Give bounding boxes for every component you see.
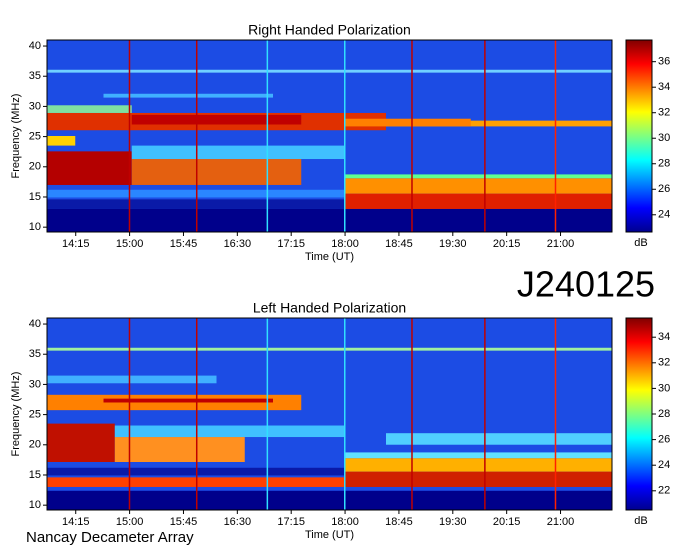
y-tick-label: 25 [29,131,41,143]
panel-title: Left Handed Polarization [253,300,406,316]
x-axis-label: Time (UT) [305,529,354,541]
x-tick-label: 18:45 [385,238,413,250]
colorbar-tick-label: 32 [658,357,670,369]
colorbar-label: dB [634,237,647,249]
y-tick-label: 20 [29,439,41,451]
plot-frame [46,39,613,233]
x-tick-label: 18:00 [331,516,359,528]
x-tick-label: 16:30 [224,238,252,250]
spectrogram-texture [344,471,612,487]
spectrogram-texture [47,189,345,198]
colorbar-tick-label: 26 [658,183,670,195]
colorbar-tick-label: 22 [658,485,670,497]
colorbar-tick-label: 30 [658,382,670,394]
colorbar-tick-label: 34 [658,81,670,93]
y-tick-label: 35 [29,348,41,360]
spectrogram-texture [344,458,612,472]
spectrogram-texture [47,69,612,73]
plot-frame [46,317,613,511]
y-tick-label: 30 [29,100,41,112]
spectrogram-texture [131,159,302,185]
colorbar-tick-label: 32 [658,107,670,119]
x-tick-label: 21:00 [547,516,575,528]
y-tick-label: 35 [29,70,41,82]
colorbar-tick-label: 26 [658,434,670,446]
panel-title: Right Handed Polarization [248,22,411,38]
x-tick-label: 18:45 [385,516,413,528]
y-tick-label: 10 [29,499,41,511]
spectrogram-texture [131,114,302,125]
spectrogram-texture [47,347,612,351]
colorbar-label: dB [634,515,647,527]
y-tick-label: 30 [29,378,41,390]
x-tick-label: 14:15 [62,238,90,250]
spectrogram-texture [386,433,612,445]
spectrogram-texture [47,375,217,384]
y-tick-label: 20 [29,161,41,173]
spectrogram-texture [103,93,273,98]
spectrogram-texture [103,398,273,403]
y-tick-label: 40 [29,40,41,52]
x-tick-label: 14:15 [62,516,90,528]
spectrogram-texture [47,423,115,462]
spectrogram-texture [47,477,345,487]
x-tick-label: 20:15 [493,238,521,250]
colorbar [625,39,653,233]
colorbar-tick-label: 34 [658,331,670,343]
spectrogram-texture [114,425,345,438]
colorbar-tick-label: 24 [658,209,670,221]
spectrogram-texture [47,199,345,209]
colorbar-tick-label: 24 [658,459,670,471]
x-tick-label: 15:00 [116,516,144,528]
y-tick-label: 15 [29,469,41,481]
colorbar-tick-label: 28 [658,408,670,420]
source-label: Nancay Decameter Array [26,529,194,546]
spectrogram-texture [47,490,612,510]
colorbar-tick-label: 36 [658,56,670,68]
y-tick-label: 40 [29,318,41,330]
x-tick-label: 21:00 [547,238,575,250]
spectrogram-texture [47,467,345,476]
colorbar [625,317,653,511]
spectrogram-texture [47,208,612,232]
spectrogram-texture [344,452,612,459]
spectrogram-texture [344,178,612,194]
x-axis-label: Time (UT) [305,251,354,263]
y-axis-label: Frequency (MHz) [10,372,22,457]
x-tick-label: 15:45 [170,238,198,250]
colorbar-tick-label: 28 [658,158,670,170]
x-tick-label: 15:00 [116,238,144,250]
spectrogram-texture [344,118,471,127]
y-tick-label: 25 [29,409,41,421]
x-tick-label: 19:30 [439,238,467,250]
y-tick-label: 15 [29,191,41,203]
spectrogram-texture [47,151,132,185]
x-tick-label: 16:30 [224,516,252,528]
colorbar-tick-label: 30 [658,132,670,144]
spectrogram-texture [47,136,76,146]
x-tick-label: 19:30 [439,516,467,528]
observation-id: J240125 [517,264,655,305]
spectrogram-texture [344,174,612,179]
y-axis-label: Frequency (MHz) [10,94,22,179]
spectrogram-texture [131,145,345,160]
spectrogram-texture [344,193,612,209]
y-tick-label: 10 [29,221,41,233]
x-tick-label: 20:15 [493,516,521,528]
spectrogram-texture [47,105,132,113]
spectrogram-texture [386,120,612,127]
spectrogram-texture [114,437,245,462]
x-tick-label: 15:45 [170,516,198,528]
x-tick-label: 17:15 [277,516,305,528]
x-tick-label: 17:15 [277,238,305,250]
x-tick-label: 18:00 [331,238,359,250]
